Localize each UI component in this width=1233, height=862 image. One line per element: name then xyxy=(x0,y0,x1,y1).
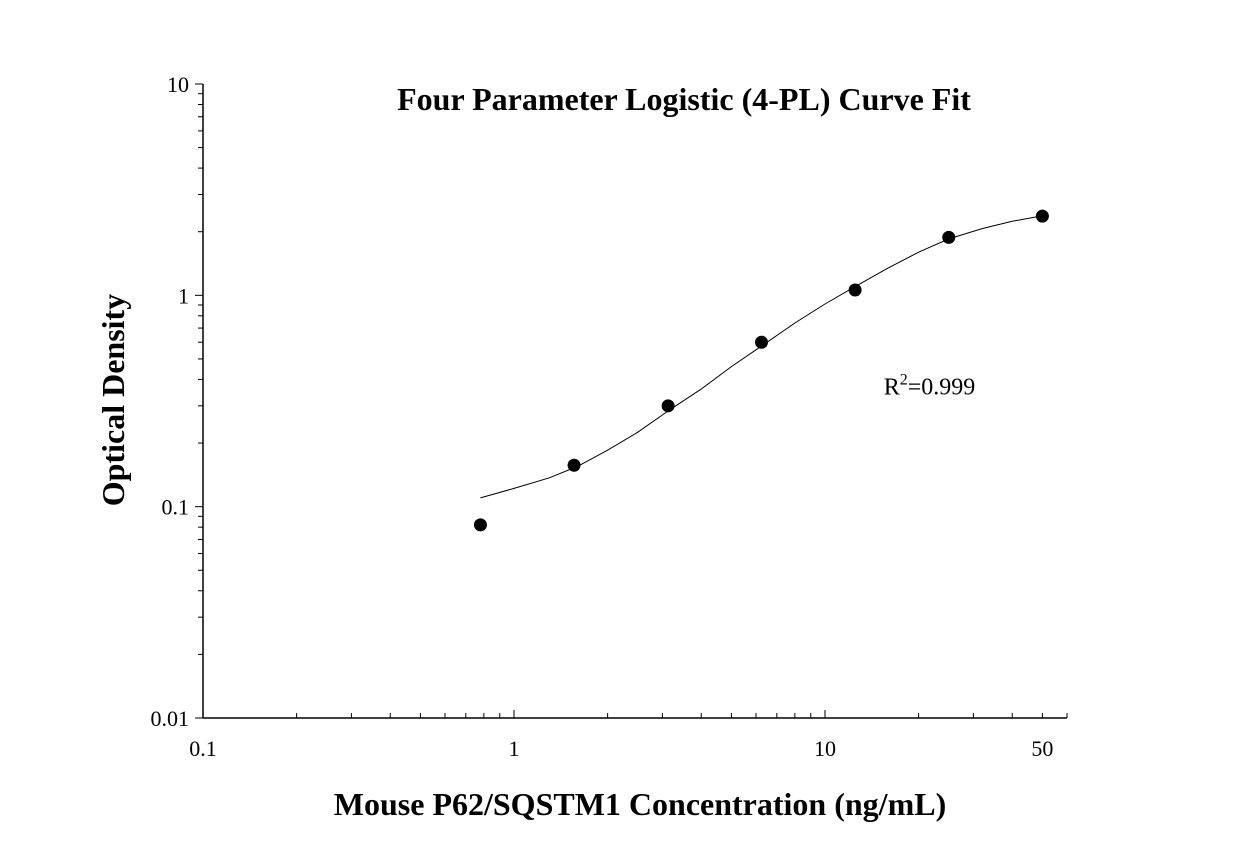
chart-title: Four Parameter Logistic (4-PL) Curve Fit xyxy=(397,81,971,117)
data-point xyxy=(473,518,487,532)
y-tick-label: 0.1 xyxy=(162,495,190,520)
y-tick-label: 1 xyxy=(178,283,189,308)
data-point xyxy=(755,335,769,349)
y-axis-title: Optical Density xyxy=(95,294,131,506)
x-tick-label: 1 xyxy=(508,736,519,761)
x-tick-label: 50 xyxy=(1031,736,1053,761)
x-axis-title: Mouse P62/SQSTM1 Concentration (ng/mL) xyxy=(334,786,946,822)
data-point xyxy=(567,458,581,472)
x-tick-label: 0.1 xyxy=(189,736,217,761)
data-point xyxy=(1035,209,1049,223)
r-squared-annotation: R2=0.999 xyxy=(884,372,976,401)
data-point xyxy=(848,283,862,297)
data-point xyxy=(942,230,956,244)
data-point xyxy=(661,399,675,413)
y-tick-label: 0.01 xyxy=(151,706,190,731)
fit-curve xyxy=(480,215,1043,499)
y-tick-label: 10 xyxy=(167,72,189,97)
x-tick-label: 10 xyxy=(814,736,836,761)
